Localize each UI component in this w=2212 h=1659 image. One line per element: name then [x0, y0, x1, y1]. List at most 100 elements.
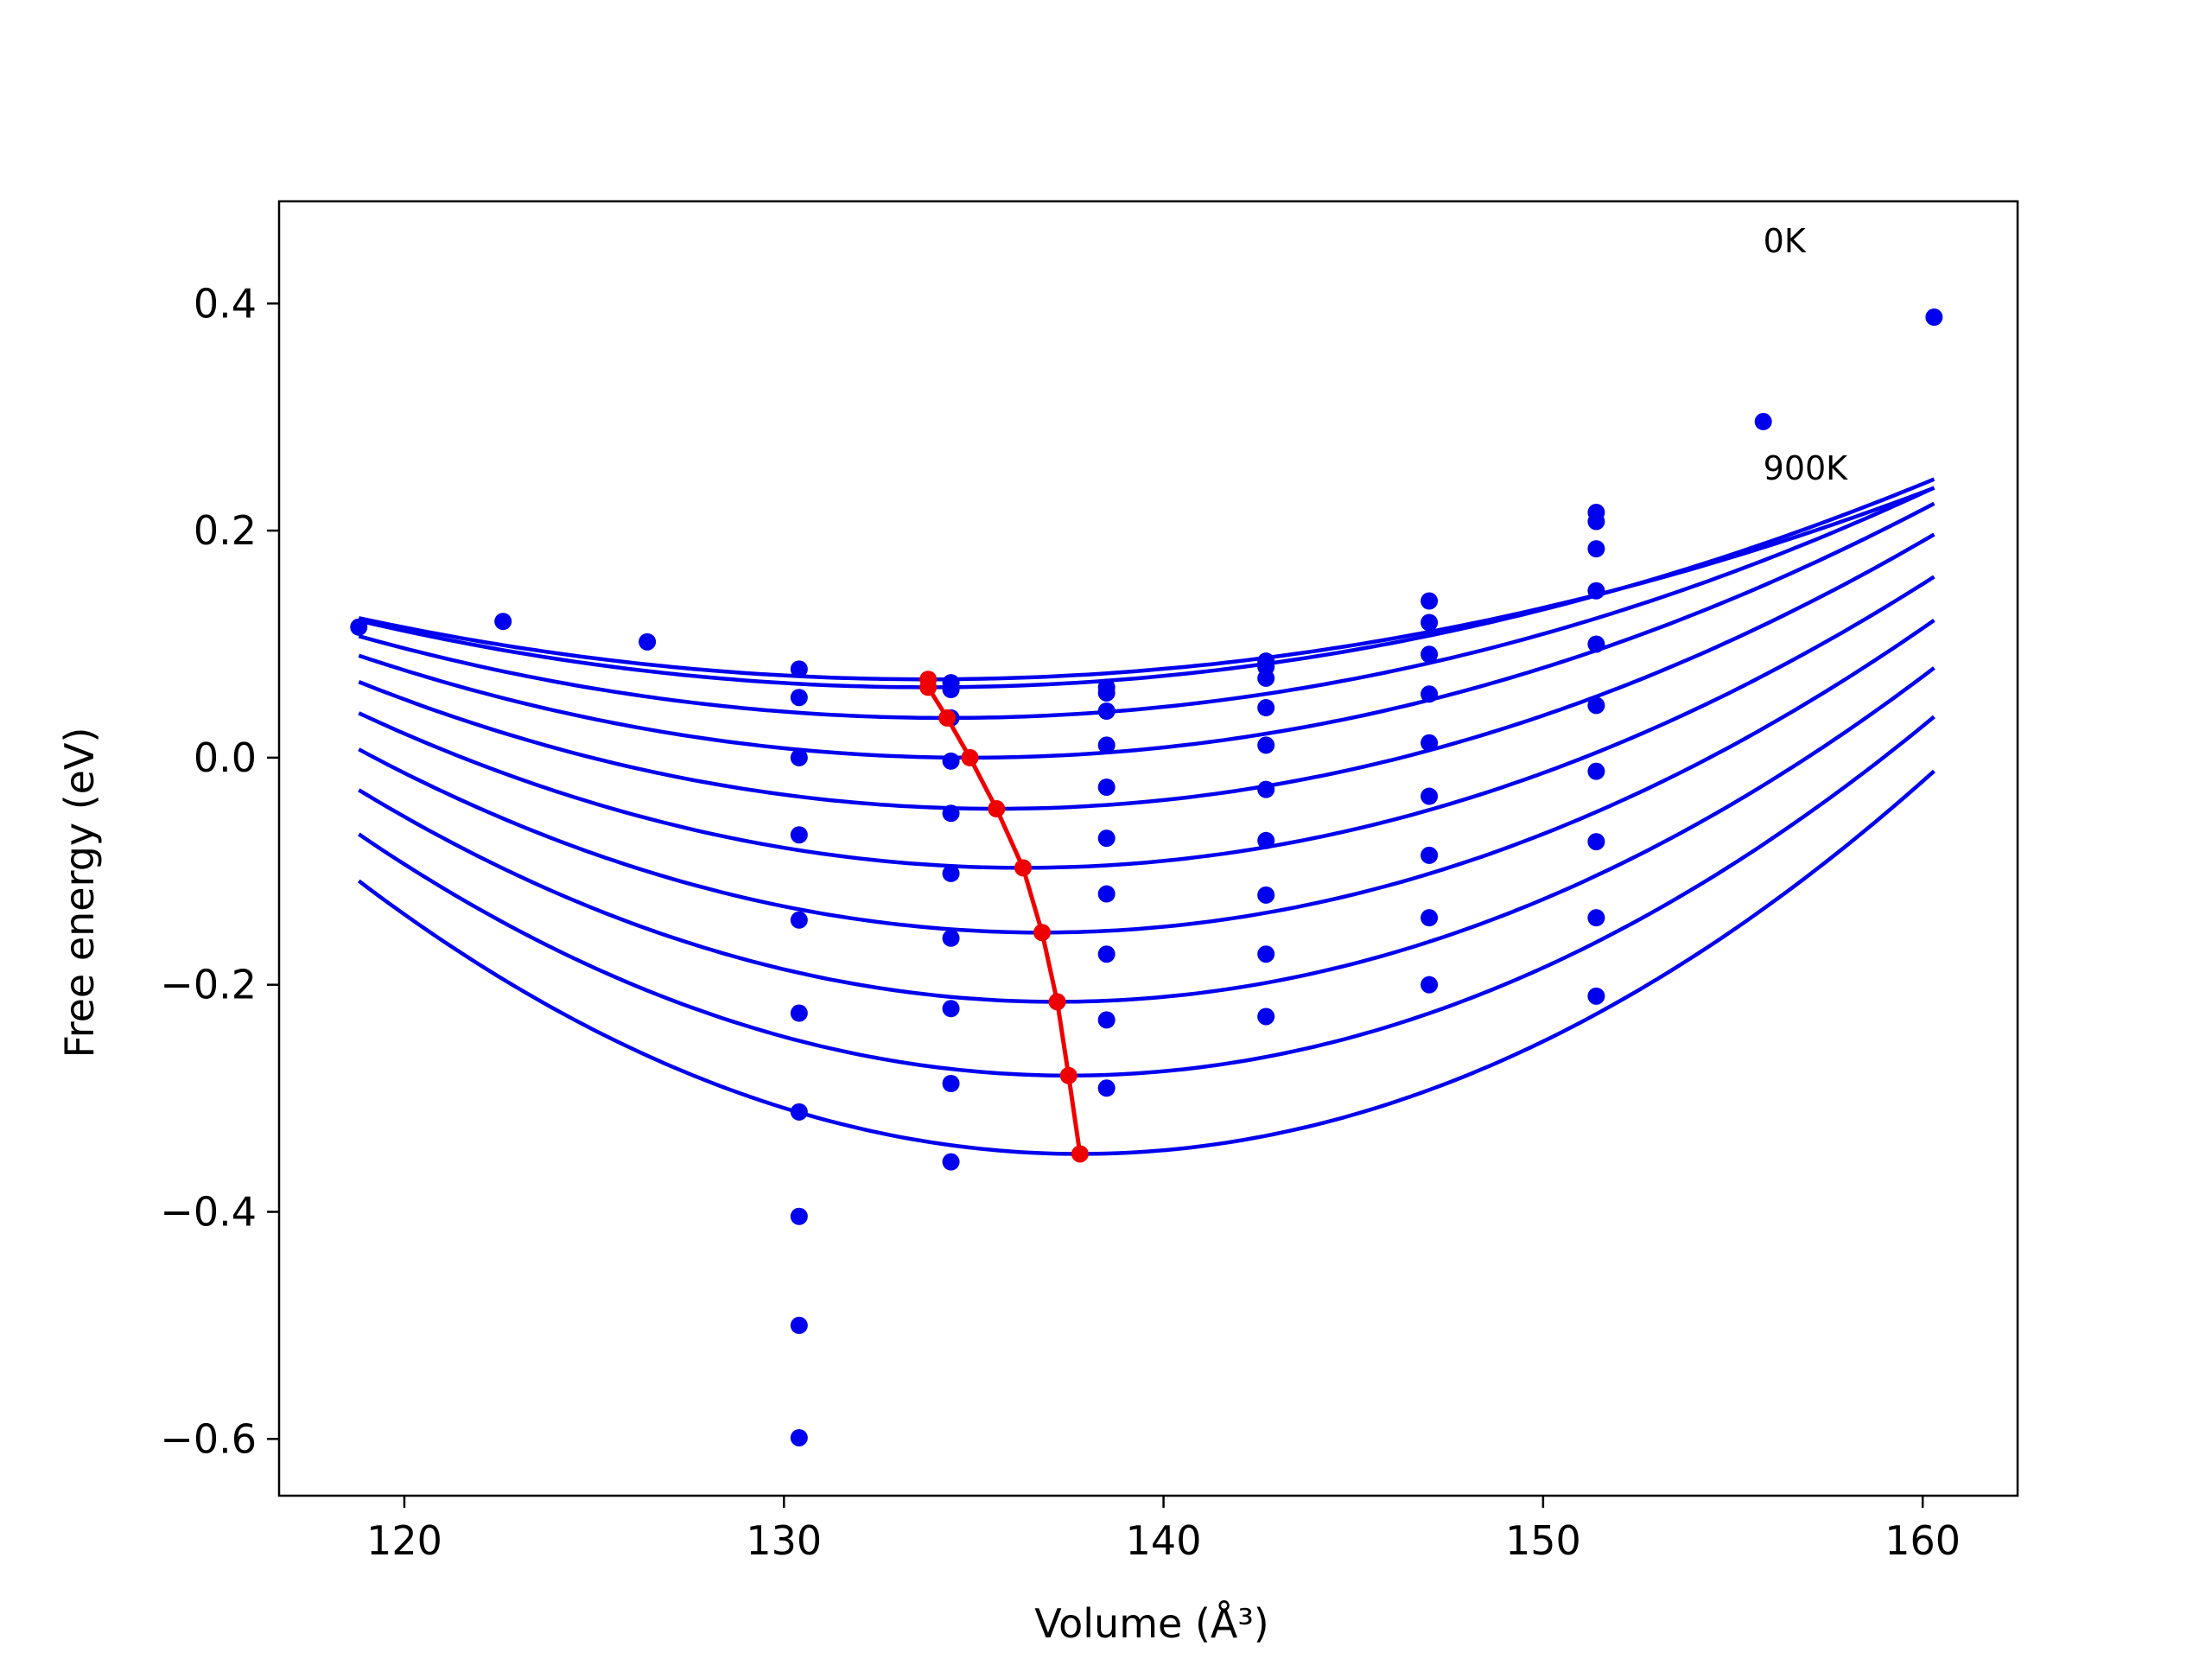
fit-curve-400K	[358, 532, 1936, 811]
data-point	[1097, 830, 1116, 848]
minimum-point	[919, 678, 938, 696]
data-point	[1421, 592, 1439, 610]
data-point	[1421, 787, 1439, 805]
data-point	[1587, 540, 1605, 558]
y-tick-label: −0.6	[160, 1415, 257, 1462]
annotations: 0K 900K	[1764, 222, 1849, 487]
plot-frame	[277, 200, 2019, 1497]
y-tick-label: 0.2	[194, 507, 257, 554]
fit-curve-300K	[358, 501, 1936, 760]
minimum-point	[1059, 1066, 1077, 1084]
fitted-curves	[357, 477, 1936, 1156]
data-point	[1097, 945, 1116, 963]
data-point	[1257, 780, 1275, 798]
data-point	[942, 1000, 960, 1018]
x-tick-label: 120	[366, 1517, 442, 1564]
data-point	[1257, 669, 1275, 687]
fit-curve-200K	[358, 486, 1936, 721]
data-point	[1097, 1011, 1116, 1029]
data-point	[1587, 635, 1605, 653]
curve-annotation: 900K	[1764, 449, 1849, 487]
x-tick-label: 140	[1126, 1517, 1202, 1564]
fit-curve-700K	[358, 666, 1936, 1004]
data-point	[942, 1153, 960, 1171]
data-point	[1257, 1007, 1275, 1026]
data-point	[1421, 645, 1439, 664]
data-point	[1097, 702, 1116, 721]
data-point	[942, 1075, 960, 1093]
data-point	[1587, 762, 1605, 780]
fit-curve-100K	[358, 477, 1936, 690]
y-tick-label: −0.4	[160, 1188, 257, 1235]
x-tick-label: 150	[1505, 1517, 1581, 1564]
x-axis-label: Volume (Å³)	[1034, 1600, 1269, 1647]
curve-annotation: 0K	[1764, 222, 1807, 260]
data-point	[1925, 308, 1943, 327]
data-point	[942, 752, 960, 770]
data-point	[1257, 736, 1275, 754]
minimum-point	[961, 748, 979, 766]
data-point	[1754, 412, 1772, 430]
data-point	[790, 660, 808, 678]
minimum-path	[919, 671, 1089, 1163]
data-point	[1587, 909, 1605, 927]
data-point	[1097, 683, 1116, 702]
x-axis-ticks: 120 130 140 150 160	[366, 1496, 1961, 1564]
data-point	[1257, 886, 1275, 904]
fit-curve-900K	[357, 769, 1936, 1156]
y-axis-label: Free energy (eV)	[56, 728, 103, 1058]
data-point	[1257, 945, 1275, 963]
data-point	[790, 1207, 808, 1225]
data-point	[790, 911, 808, 929]
data-point	[790, 1103, 808, 1121]
data-point	[1097, 885, 1116, 903]
data-point	[942, 864, 960, 882]
x-tick-label: 160	[1885, 1517, 1961, 1564]
y-tick-label: −0.2	[160, 962, 257, 1008]
data-point	[790, 1428, 808, 1446]
data-point	[790, 826, 808, 844]
data-point	[639, 632, 657, 651]
y-tick-label: 0.4	[194, 280, 257, 327]
minimum-point	[1033, 924, 1051, 942]
data-points	[350, 308, 1943, 1446]
minimum-point	[988, 800, 1006, 818]
data-point	[1421, 976, 1439, 994]
y-tick-label: 0.0	[194, 734, 257, 781]
data-point	[1587, 833, 1605, 851]
minimum-point	[1014, 859, 1033, 877]
data-point	[494, 613, 512, 631]
data-point	[1097, 779, 1116, 797]
data-point	[790, 748, 808, 766]
data-point	[1257, 699, 1275, 717]
fit-curve-500K	[358, 575, 1936, 870]
data-point	[790, 1316, 808, 1334]
data-point	[942, 929, 960, 947]
fit-curve-600K	[358, 619, 1936, 935]
data-point	[942, 804, 960, 823]
minimum-point	[938, 709, 957, 727]
data-point	[1257, 831, 1275, 849]
data-point	[942, 681, 960, 699]
data-point	[1421, 909, 1439, 927]
data-point	[1097, 736, 1116, 754]
data-point	[790, 1004, 808, 1022]
y-axis-ticks: −0.6 −0.4 −0.2 0.0 0.2 0.4	[160, 280, 279, 1462]
data-point	[790, 689, 808, 707]
minimum-path-line	[925, 679, 1083, 1154]
fit-curve-800K	[358, 715, 1936, 1078]
data-point	[1587, 696, 1605, 715]
data-point	[350, 618, 368, 636]
data-point	[1587, 987, 1605, 1005]
data-point	[1421, 613, 1439, 632]
data-point	[1421, 846, 1439, 864]
minimum-point	[1071, 1145, 1089, 1163]
data-point	[1421, 734, 1439, 752]
data-point	[1097, 1079, 1116, 1097]
minimum-point	[1048, 993, 1066, 1011]
data-point	[1587, 512, 1605, 531]
x-tick-label: 130	[746, 1517, 822, 1564]
data-point	[1421, 685, 1439, 703]
